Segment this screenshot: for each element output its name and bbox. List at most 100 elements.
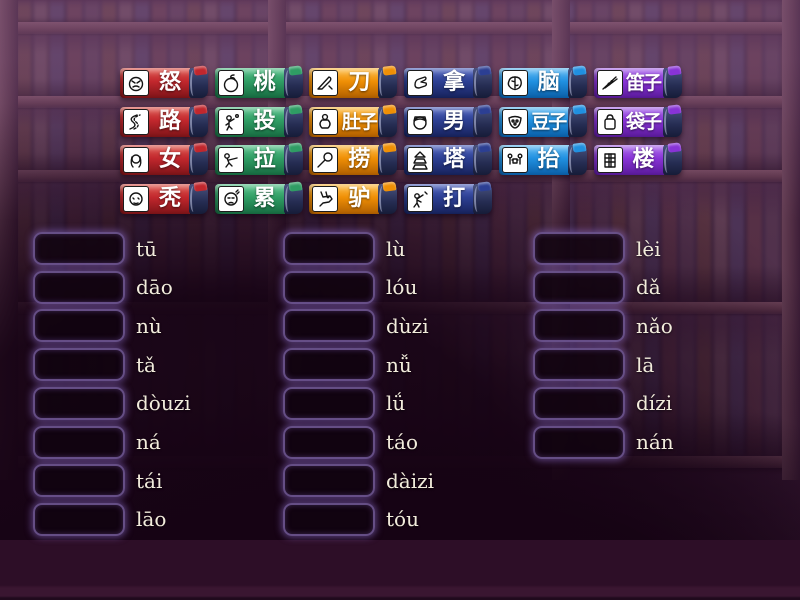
answer-slot[interactable] (33, 425, 125, 459)
answer-row: dùzi (283, 309, 429, 343)
tag-character: 刀 (348, 70, 370, 95)
book-pages-edge (283, 145, 303, 176)
woman-face-icon (123, 147, 149, 174)
answer-slot[interactable] (283, 425, 375, 459)
tag-character: 投 (253, 108, 276, 134)
word-tag[interactable]: 路 (120, 106, 208, 139)
word-tag[interactable]: 肚子 (309, 106, 398, 139)
book-spine: 豆子 (498, 106, 569, 137)
word-tag[interactable]: 怒 (120, 68, 208, 100)
answer-slot[interactable] (283, 270, 375, 304)
answer-row: tǎ (33, 348, 156, 382)
answer-slot[interactable] (533, 309, 625, 343)
answer-slot[interactable] (533, 270, 625, 304)
pinyin-label: dízi (636, 391, 673, 416)
answer-slot[interactable] (33, 309, 125, 343)
answer-slot[interactable] (33, 232, 125, 265)
answer-slot[interactable] (33, 348, 125, 382)
book-spine: 拿 (404, 68, 475, 98)
man-face-icon (407, 108, 434, 135)
book-spine: 捞 (309, 145, 380, 176)
pagoda-tower-icon (407, 147, 434, 174)
tag-character: 抬 (537, 147, 560, 173)
book-pages-edge (473, 184, 493, 215)
throw-person-icon (217, 108, 244, 135)
answer-row: ná (33, 425, 161, 459)
word-tag[interactable]: 拉 (214, 145, 303, 177)
knife-icon (312, 70, 339, 96)
word-tag[interactable]: 驴 (309, 184, 398, 216)
tag-character: 打 (443, 186, 465, 212)
answer-row: lǘ (283, 386, 405, 420)
book-pages-edge (567, 68, 587, 98)
word-tag[interactable]: 捞 (309, 145, 398, 177)
word-tag[interactable]: 脑 (498, 68, 587, 100)
book-pages-edge (378, 184, 398, 215)
answer-row: nǚ (283, 348, 412, 382)
answer-row: lā (533, 348, 654, 382)
answer-slot[interactable] (33, 464, 125, 498)
word-tag[interactable]: 袋子 (593, 106, 682, 139)
pinyin-label: nǎo (636, 313, 673, 338)
word-tag[interactable]: 楼 (593, 145, 682, 177)
word-tag[interactable]: 男 (404, 106, 493, 139)
answer-slot[interactable] (283, 348, 375, 382)
book-spine: 打 (404, 184, 475, 215)
answer-slot[interactable] (283, 464, 375, 498)
pinyin-label: nù (136, 313, 162, 338)
pull-person-icon (217, 147, 244, 174)
book-spine: 脑 (498, 68, 569, 98)
tag-character: 累 (253, 186, 276, 212)
hit-person-icon (407, 186, 434, 213)
word-tag[interactable]: 豆子 (498, 106, 587, 139)
answer-slot[interactable] (283, 309, 375, 343)
book-pages-edge (378, 145, 398, 176)
answer-slot[interactable] (283, 232, 375, 265)
answer-row: nù (33, 309, 162, 343)
tag-character: 肚子 (341, 110, 378, 133)
word-tag[interactable]: 塔 (404, 145, 493, 177)
hand-take-icon (407, 70, 434, 96)
word-tag[interactable]: 投 (214, 106, 303, 139)
word-tag[interactable]: 抬 (498, 145, 587, 177)
pinyin-label: ná (136, 430, 161, 454)
floor-shadow (0, 540, 800, 600)
belly-person-icon (312, 108, 339, 135)
answer-slot[interactable] (533, 425, 625, 459)
pinyin-label: lù (386, 236, 406, 261)
word-tag[interactable]: 打 (404, 184, 493, 216)
answer-slot[interactable] (533, 348, 625, 382)
answer-row: tóu (283, 502, 419, 536)
book-pages-edge (283, 184, 303, 215)
book-pages-edge (378, 68, 398, 98)
word-tag[interactable]: 刀 (309, 68, 398, 100)
tired-person-icon (217, 186, 244, 213)
answer-slot[interactable] (33, 270, 125, 304)
answer-slot[interactable] (33, 502, 125, 536)
answer-slot[interactable] (533, 386, 625, 420)
answer-slot[interactable] (533, 232, 625, 265)
answer-row: tái (33, 464, 162, 498)
tag-character: 男 (443, 108, 465, 134)
answer-row: lāo (33, 502, 166, 536)
tag-character: 拿 (443, 70, 465, 95)
answer-slot[interactable] (33, 386, 125, 420)
word-tag[interactable]: 笛子 (593, 68, 682, 100)
book-pages-edge (189, 106, 208, 137)
answer-slot[interactable] (283, 502, 375, 536)
book-pages-edge (662, 145, 682, 176)
word-tag[interactable]: 女 (120, 145, 208, 177)
word-tag[interactable]: 秃 (120, 184, 208, 216)
bald-head-icon (123, 186, 149, 213)
book-spine: 怒 (120, 68, 190, 98)
book-spine: 笛子 (593, 68, 664, 98)
tag-character: 楼 (632, 147, 654, 173)
book-spine: 袋子 (593, 106, 664, 137)
word-tag[interactable]: 累 (214, 184, 303, 216)
book-spine: 投 (214, 106, 285, 137)
word-tag[interactable]: 桃 (214, 68, 303, 100)
word-tag[interactable]: 拿 (404, 68, 493, 100)
road-icon (123, 108, 149, 135)
answer-slot[interactable] (283, 386, 375, 420)
